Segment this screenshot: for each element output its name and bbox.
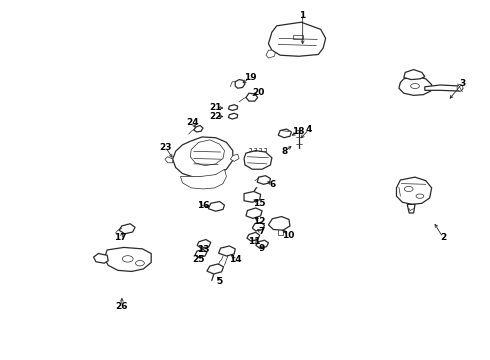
Polygon shape [194, 126, 203, 132]
Polygon shape [228, 113, 238, 119]
Polygon shape [425, 85, 463, 91]
Polygon shape [257, 176, 270, 184]
Polygon shape [246, 93, 258, 101]
Polygon shape [293, 35, 303, 40]
Polygon shape [407, 204, 415, 213]
Polygon shape [208, 202, 224, 211]
Polygon shape [190, 140, 224, 166]
Ellipse shape [416, 194, 424, 198]
Text: 18: 18 [293, 127, 305, 136]
Polygon shape [256, 240, 269, 248]
Text: 24: 24 [186, 118, 199, 127]
Text: 23: 23 [160, 143, 172, 152]
Polygon shape [269, 217, 290, 230]
Polygon shape [247, 232, 260, 241]
Polygon shape [94, 253, 108, 263]
Polygon shape [399, 76, 432, 95]
Text: 16: 16 [197, 201, 210, 210]
Text: 22: 22 [209, 112, 222, 121]
Polygon shape [119, 224, 135, 234]
Polygon shape [207, 264, 223, 274]
Text: 21: 21 [209, 103, 222, 112]
Polygon shape [197, 239, 211, 248]
Text: 12: 12 [253, 217, 266, 226]
Ellipse shape [122, 256, 133, 262]
Polygon shape [396, 177, 432, 204]
Polygon shape [269, 22, 326, 56]
Polygon shape [252, 222, 265, 231]
Ellipse shape [457, 85, 463, 91]
Text: 10: 10 [282, 231, 294, 240]
Text: 11: 11 [248, 237, 261, 246]
Polygon shape [404, 69, 425, 80]
Text: 17: 17 [114, 233, 127, 242]
Text: 9: 9 [258, 244, 265, 253]
Text: 15: 15 [253, 199, 266, 208]
Polygon shape [244, 192, 261, 202]
Polygon shape [278, 129, 292, 138]
Polygon shape [246, 208, 262, 219]
Polygon shape [244, 150, 272, 169]
Text: 4: 4 [305, 125, 312, 134]
Text: 14: 14 [229, 255, 242, 264]
Polygon shape [165, 157, 172, 163]
Text: 5: 5 [217, 276, 223, 285]
Polygon shape [235, 80, 245, 88]
Polygon shape [230, 154, 239, 161]
Ellipse shape [404, 186, 413, 192]
Polygon shape [228, 105, 238, 111]
Text: 13: 13 [197, 246, 210, 255]
Text: 20: 20 [252, 87, 265, 96]
Polygon shape [219, 246, 235, 256]
Text: 26: 26 [116, 302, 128, 311]
Ellipse shape [411, 84, 419, 89]
Text: 19: 19 [244, 73, 256, 82]
Polygon shape [104, 247, 151, 271]
Polygon shape [195, 249, 207, 257]
Text: 6: 6 [269, 180, 275, 189]
Ellipse shape [136, 261, 145, 266]
Text: 7: 7 [258, 228, 264, 237]
Text: 8: 8 [282, 147, 288, 156]
Text: 1: 1 [299, 10, 306, 19]
Text: 25: 25 [193, 255, 205, 264]
Polygon shape [180, 169, 226, 189]
Polygon shape [266, 50, 275, 58]
Text: 3: 3 [459, 79, 466, 88]
Text: 2: 2 [440, 233, 446, 242]
Polygon shape [172, 137, 233, 177]
